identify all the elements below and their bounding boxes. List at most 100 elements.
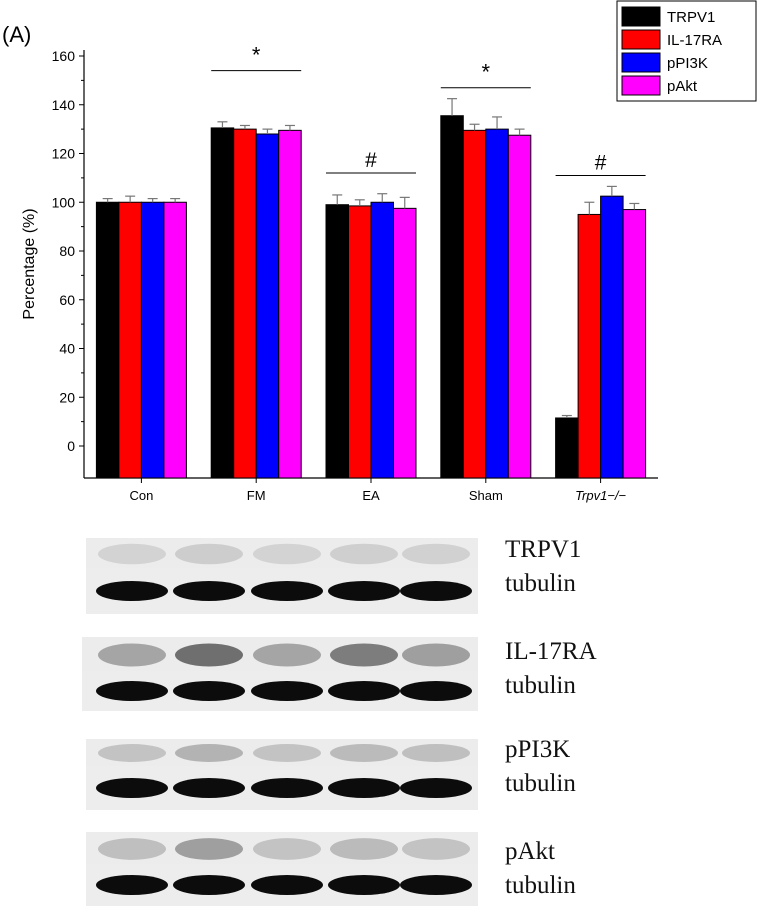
protein-band: [98, 838, 166, 860]
x-tick-label: FM: [247, 488, 266, 503]
tubulin-band: [173, 581, 245, 601]
bar: [393, 207, 417, 479]
y-tick-label: 0: [67, 438, 75, 454]
bar: [255, 133, 280, 479]
tubulin-band: [96, 581, 168, 601]
panel-label: (A): [2, 22, 32, 47]
tubulin-band: [251, 875, 323, 895]
tubulin-band: [173, 875, 245, 895]
tubulin-band: [173, 681, 245, 701]
tubulin-band: [400, 581, 472, 601]
tubulin-band: [251, 681, 323, 701]
protein-band: [175, 543, 243, 565]
blot-strip-top: [86, 739, 478, 767]
protein-band: [253, 643, 321, 667]
protein-band: [330, 838, 398, 860]
blot-label-tubulin: tubulin: [505, 672, 576, 699]
tubulin-band: [400, 681, 472, 701]
bar: [485, 128, 509, 479]
bar: [325, 204, 349, 479]
tubulin-band: [96, 778, 168, 798]
bar: [462, 129, 487, 479]
y-axis-label: Percentage (%): [21, 208, 38, 319]
blot-strip-bottom: [86, 864, 478, 906]
significance-mark: *: [482, 60, 491, 85]
blot-panel: [86, 832, 478, 906]
bar: [440, 115, 464, 479]
bar: [370, 201, 394, 479]
y-tick-label: 80: [59, 243, 75, 259]
bar-chart: 0 20 40 60 80 100 120 140 160 Percentage (%) Con FM…: [21, 0, 757, 503]
blot-label-tubulin: tubulin: [505, 570, 576, 597]
tubulin-band: [173, 778, 245, 798]
tubulin-band: [328, 681, 400, 701]
significance-mark: #: [365, 149, 377, 172]
tubulin-band: [251, 581, 323, 601]
bar: [622, 209, 647, 479]
protein-band: [98, 643, 166, 667]
significance-mark: *: [252, 43, 261, 68]
tubulin-band: [400, 778, 472, 798]
blot-panel: [86, 538, 478, 614]
bar: [278, 129, 302, 479]
blot-strip-bottom: [82, 671, 478, 711]
y-tick-label: 160: [52, 48, 76, 64]
blot-label-tubulin: tubulin: [505, 770, 576, 797]
bar: [163, 201, 187, 479]
blot-label-tubulin: tubulin: [505, 872, 576, 899]
protein-band: [402, 838, 470, 860]
y-tick-label: 40: [59, 341, 75, 357]
tubulin-band: [328, 778, 400, 798]
legend-label: IL-17RA: [667, 32, 722, 49]
legend: TRPV1 IL-17RA pPI3K pAkt: [616, 0, 757, 102]
bar: [140, 201, 165, 479]
bar: [555, 417, 579, 479]
x-tick-label: Sham: [469, 488, 503, 503]
protein-band: [175, 744, 243, 762]
protein-band: [175, 643, 243, 667]
bar: [233, 128, 257, 479]
legend-label: pPI3K: [667, 55, 708, 72]
tubulin-band: [328, 875, 400, 895]
y-tick-label: 140: [52, 97, 76, 113]
protein-band: [175, 838, 243, 860]
bar: [348, 205, 372, 479]
protein-band: [330, 643, 398, 667]
tubulin-band: [96, 681, 168, 701]
legend-swatch: [621, 29, 661, 50]
legend-swatch: [621, 75, 661, 96]
protein-band: [98, 744, 166, 762]
x-tick-label: EA: [362, 488, 380, 503]
bar: [600, 195, 624, 479]
bar: [95, 201, 120, 479]
y-tick-label: 100: [52, 194, 76, 210]
blot-label-target: TRPV1: [505, 536, 582, 563]
tubulin-band: [400, 875, 472, 895]
blot-panel: [86, 739, 478, 810]
blot-strip-bottom: [86, 568, 478, 614]
protein-band: [253, 838, 321, 860]
blot-label-target: pAkt: [505, 838, 555, 865]
protein-band: [253, 744, 321, 762]
bar: [210, 127, 235, 479]
blot-strip-bottom: [86, 766, 478, 810]
blot-label-target: pPI3K: [505, 736, 571, 763]
x-tick-label: Trpv1−/−: [575, 488, 626, 503]
legend-swatch: [621, 6, 661, 27]
legend-label: TRPV1: [667, 9, 715, 26]
y-tick-label: 60: [59, 292, 75, 308]
legend-swatch: [621, 52, 661, 73]
protein-band: [330, 543, 398, 565]
tubulin-band: [251, 778, 323, 798]
blot-strip-top: [86, 538, 478, 570]
protein-band: [402, 643, 470, 667]
tubulin-band: [328, 581, 400, 601]
protein-band: [402, 744, 470, 762]
blot-strip-top: [82, 637, 478, 673]
y-tick-label: 20: [59, 389, 75, 405]
tubulin-band: [96, 875, 168, 895]
blot-panel: [82, 637, 478, 711]
bar: [577, 213, 602, 479]
significance-mark: #: [595, 151, 607, 174]
bar: [118, 201, 142, 479]
